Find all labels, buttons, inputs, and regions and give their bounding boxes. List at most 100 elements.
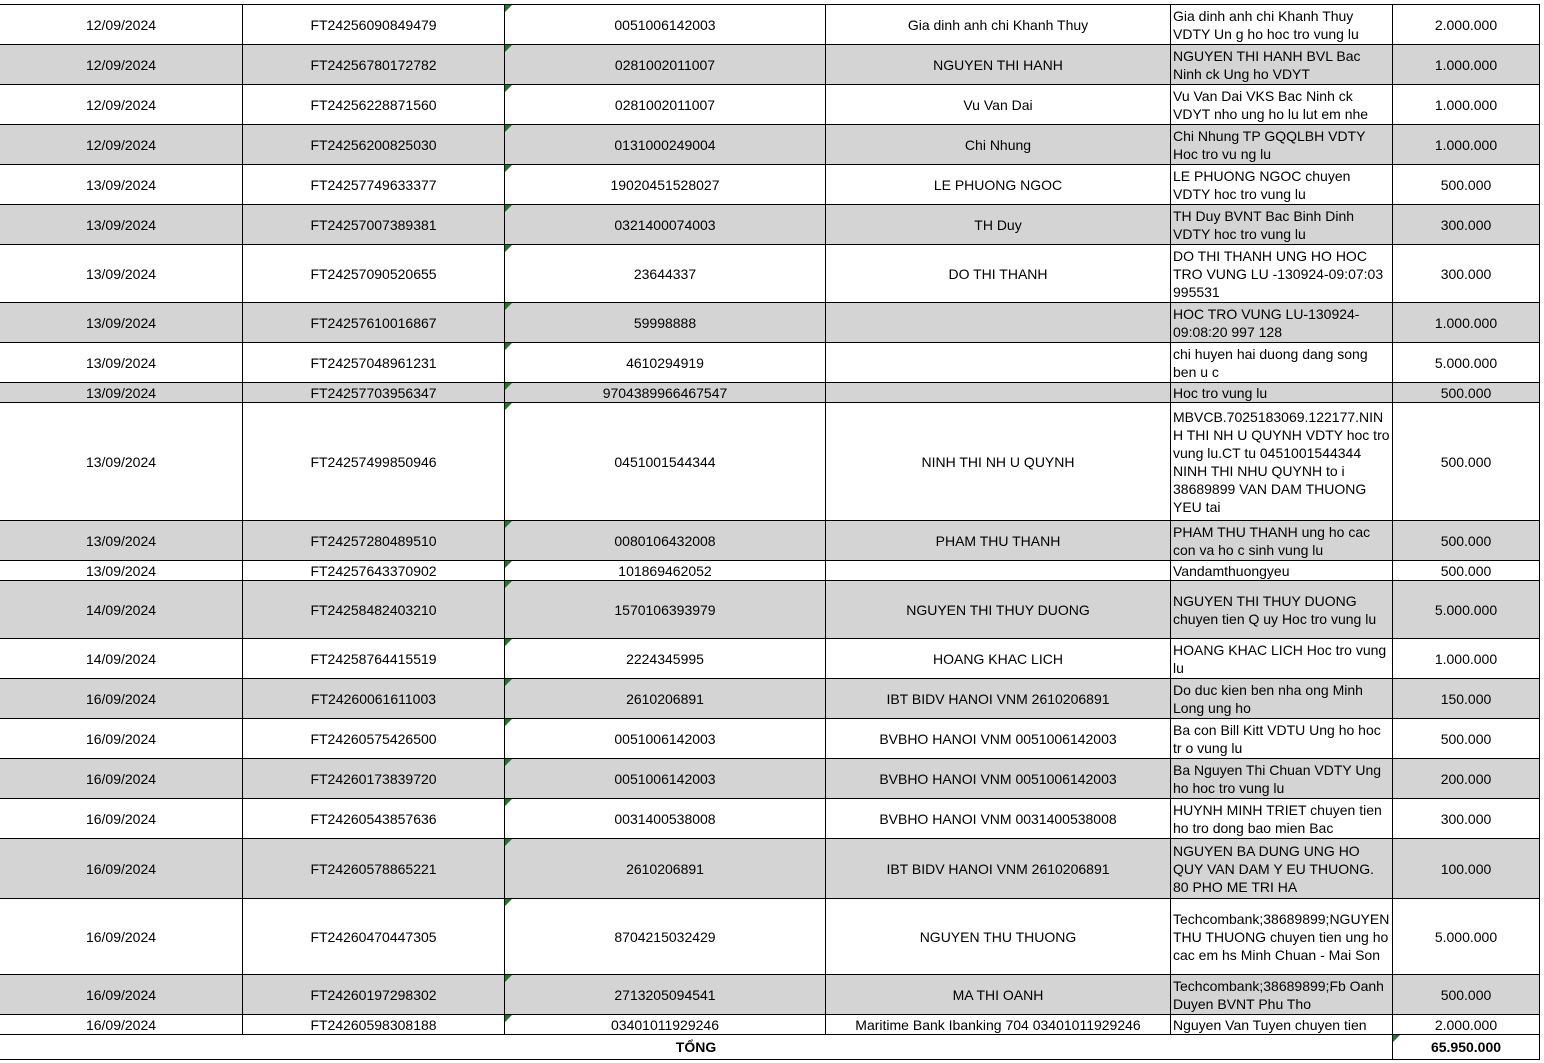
reference-cell: FT24260173839720 (243, 759, 505, 799)
description-cell: MBVCB.7025183069.122177.NINH THI NH U QU… (1171, 403, 1393, 521)
description-cell: Chi Nhung TP GQQLBH VDTY Hoc tro vu ng l… (1171, 125, 1393, 165)
reference-cell: FT24256090849479 (243, 5, 505, 45)
name-cell (826, 383, 1171, 403)
reference-cell: FT24257280489510 (243, 521, 505, 561)
description-cell: LE PHUONG NGOC chuyen VDTY hoc tro vung … (1171, 165, 1393, 205)
amount-cell: 150.000 (1393, 679, 1540, 719)
reference-cell: FT24256780172782 (243, 45, 505, 85)
amount-cell: 1.000.000 (1393, 303, 1540, 343)
account-cell: 0281002011007 (505, 85, 826, 125)
date-cell: 13/09/2024 (0, 343, 243, 383)
name-cell: DO THI THANH (826, 245, 1171, 303)
amount-cell: 500.000 (1393, 403, 1540, 521)
amount-cell: 1.000.000 (1393, 45, 1540, 85)
account-cell: 19020451528027 (505, 165, 826, 205)
description-cell: PHAM THU THANH ung ho cac con va ho c si… (1171, 521, 1393, 561)
date-cell: 16/09/2024 (0, 899, 243, 975)
date-cell: 12/09/2024 (0, 45, 243, 85)
description-cell: Do duc kien ben nha ong Minh Long ung ho (1171, 679, 1393, 719)
name-cell: NGUYEN THI THUY DUONG (826, 581, 1171, 639)
reference-cell: FT24260197298302 (243, 975, 505, 1015)
account-cell: 0281002011007 (505, 45, 826, 85)
description-cell: Nguyen Van Tuyen chuyen tien (1171, 1015, 1393, 1035)
amount-cell: 500.000 (1393, 975, 1540, 1015)
date-cell: 16/09/2024 (0, 839, 243, 899)
name-cell: BVBHO HANOI VNM 0051006142003 (826, 719, 1171, 759)
description-cell: HOC TRO VUNG LU-130924-09:08:20 997 128 (1171, 303, 1393, 343)
description-cell: TH Duy BVNT Bac Binh Dinh VDTY hoc tro v… (1171, 205, 1393, 245)
name-cell: BVBHO HANOI VNM 0031400538008 (826, 799, 1171, 839)
reference-cell: FT24257643370902 (243, 561, 505, 581)
name-cell: TH Duy (826, 205, 1171, 245)
name-cell: IBT BIDV HANOI VNM 2610206891 (826, 679, 1171, 719)
reference-cell: FT24257090520655 (243, 245, 505, 303)
account-cell: 0051006142003 (505, 5, 826, 45)
account-cell: 0451001544344 (505, 403, 826, 521)
reference-cell: FT24257749633377 (243, 165, 505, 205)
amount-cell: 300.000 (1393, 205, 1540, 245)
date-cell: 13/09/2024 (0, 561, 243, 581)
reference-cell: FT24258482403210 (243, 581, 505, 639)
name-cell: BVBHO HANOI VNM 0051006142003 (826, 759, 1171, 799)
date-cell: 13/09/2024 (0, 205, 243, 245)
reference-cell: FT24257007389381 (243, 205, 505, 245)
reference-cell: FT24260061611003 (243, 679, 505, 719)
account-cell: 8704215032429 (505, 899, 826, 975)
account-cell: 2713205094541 (505, 975, 826, 1015)
description-cell: NGUYEN THI THUY DUONG chuyen tien Q uy H… (1171, 581, 1393, 639)
name-cell: NINH THI NH U QUYNH (826, 403, 1171, 521)
name-cell: Maritime Bank Ibanking 704 0340101192924… (826, 1015, 1171, 1035)
date-cell: 13/09/2024 (0, 165, 243, 205)
date-cell: 13/09/2024 (0, 303, 243, 343)
date-cell: 16/09/2024 (0, 1015, 243, 1035)
account-cell: 0051006142003 (505, 759, 826, 799)
name-cell: NGUYEN THU THUONG (826, 899, 1171, 975)
amount-cell: 1.000.000 (1393, 639, 1540, 679)
account-cell: 2224345995 (505, 639, 826, 679)
description-cell: DO THI THANH UNG HO HOC TRO VUNG LU -130… (1171, 245, 1393, 303)
date-cell: 16/09/2024 (0, 759, 243, 799)
reference-cell: FT24257499850946 (243, 403, 505, 521)
account-cell: 59998888 (505, 303, 826, 343)
reference-cell: FT24256228871560 (243, 85, 505, 125)
description-cell: NGUYEN THI HANH BVL Bac Ninh ck Ung ho V… (1171, 45, 1393, 85)
name-cell (826, 303, 1171, 343)
amount-cell: 500.000 (1393, 165, 1540, 205)
amount-cell: 2.000.000 (1393, 5, 1540, 45)
date-cell: 13/09/2024 (0, 383, 243, 403)
total-amount: 65.950.000 (1393, 1035, 1540, 1060)
name-cell: Gia dinh anh chi Khanh Thuy (826, 5, 1171, 45)
account-cell: 0051006142003 (505, 719, 826, 759)
account-cell: 03401011929246 (505, 1015, 826, 1035)
description-cell: chi huyen hai duong dang song ben u c (1171, 343, 1393, 383)
name-cell: MA THI OANH (826, 975, 1171, 1015)
account-cell: 2610206891 (505, 679, 826, 719)
amount-cell: 1.000.000 (1393, 85, 1540, 125)
reference-cell: FT24260543857636 (243, 799, 505, 839)
date-cell: 16/09/2024 (0, 975, 243, 1015)
description-cell: Techcombank;38689899;NGUYEN THU THUONG c… (1171, 899, 1393, 975)
amount-cell: 5.000.000 (1393, 899, 1540, 975)
description-cell: Ba con Bill Kitt VDTU Ung ho hoc tr o vu… (1171, 719, 1393, 759)
account-cell: 2610206891 (505, 839, 826, 899)
account-cell: 23644337 (505, 245, 826, 303)
date-cell: 13/09/2024 (0, 521, 243, 561)
reference-cell: FT24260598308188 (243, 1015, 505, 1035)
name-cell (826, 343, 1171, 383)
reference-cell: FT24260470447305 (243, 899, 505, 975)
reference-cell: FT24260575426500 (243, 719, 505, 759)
account-cell: 0080106432008 (505, 521, 826, 561)
description-cell: NGUYEN BA DUNG UNG HO QUY VAN DAM Y EU T… (1171, 839, 1393, 899)
date-cell: 13/09/2024 (0, 403, 243, 521)
description-cell: Vandamthuongyeu (1171, 561, 1393, 581)
reference-cell: FT24257703956347 (243, 383, 505, 403)
description-cell: HOANG KHAC LICH Hoc tro vung lu (1171, 639, 1393, 679)
amount-cell: 500.000 (1393, 561, 1540, 581)
reference-cell: FT24257048961231 (243, 343, 505, 383)
description-cell: Ba Nguyen Thi Chuan VDTY Ung ho hoc tro … (1171, 759, 1393, 799)
name-cell: Vu Van Dai (826, 85, 1171, 125)
amount-cell: 5.000.000 (1393, 343, 1540, 383)
name-cell: IBT BIDV HANOI VNM 2610206891 (826, 839, 1171, 899)
name-cell: Chi Nhung (826, 125, 1171, 165)
